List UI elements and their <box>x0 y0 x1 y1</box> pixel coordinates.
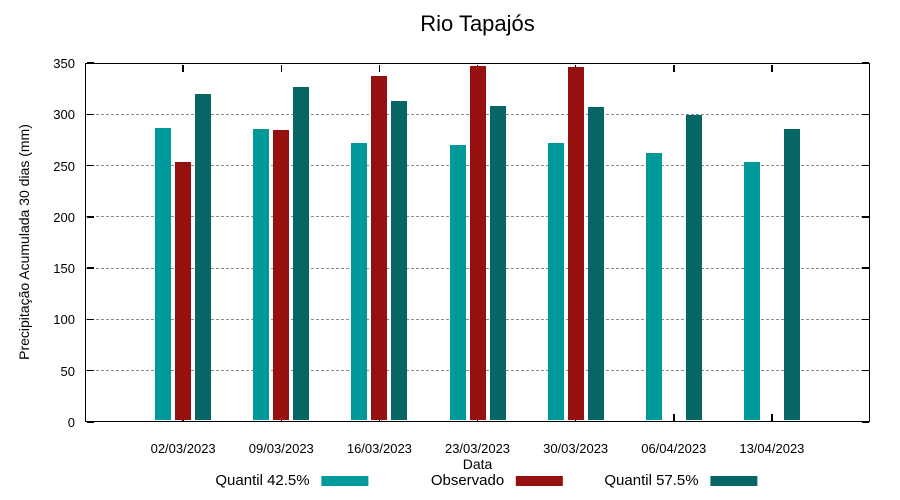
y-tick-mark-right <box>861 113 869 116</box>
bar-quantil-57-5- <box>783 128 800 421</box>
x-tick-mark-top <box>182 64 184 72</box>
bar-quantil-57-5- <box>587 107 604 421</box>
bar-quantil-42-5- <box>253 128 270 421</box>
y-tick-label: 250 <box>53 158 75 174</box>
x-tick-label: 30/03/2023 <box>543 441 609 456</box>
bar-observado <box>273 129 290 421</box>
bar-quantil-57-5- <box>685 115 702 421</box>
bar-observado <box>371 76 388 421</box>
bar-quantil-42-5- <box>743 162 760 421</box>
x-tick-mark-top <box>378 64 381 72</box>
chart-title: Rio Tapajós <box>420 11 535 36</box>
legend-item: Observado <box>430 472 564 489</box>
bar-quantil-57-5- <box>391 100 408 421</box>
bar-quantil-42-5- <box>155 127 172 421</box>
bar-observado <box>469 66 486 421</box>
legend-label: Quantil 57.5% <box>604 472 699 489</box>
y-tick-label: 50 <box>60 363 75 379</box>
x-tick-label: 09/03/2023 <box>248 441 314 456</box>
legend-item: Quantil 57.5% <box>604 472 758 489</box>
y-tick-label: 200 <box>53 209 75 225</box>
bar-quantil-42-5- <box>645 153 662 421</box>
y-tick-mark-right <box>861 421 869 423</box>
y-tick-mark-left <box>86 369 94 372</box>
y-tick-mark-left <box>86 421 94 423</box>
x-tick-mark-top <box>280 64 282 72</box>
x-tick-mark-top <box>771 64 773 72</box>
bar-quantil-42-5- <box>351 143 368 421</box>
x-axis-label: Data <box>462 456 493 472</box>
y-tick-mark-right <box>861 318 869 321</box>
bar-quantil-42-5- <box>449 145 466 421</box>
y-tick-label: 150 <box>53 261 75 277</box>
legend-swatch <box>710 475 758 486</box>
y-tick-label: 0 <box>67 415 75 430</box>
y-tick-mark-left <box>86 318 94 321</box>
y-tick-label: 350 <box>53 56 75 71</box>
bar-quantil-57-5- <box>489 106 506 421</box>
y-tick-mark-left <box>86 267 94 269</box>
legend-label: Observado <box>430 472 505 489</box>
y-tick-mark-right <box>861 164 869 167</box>
x-tick-label: 16/03/2023 <box>346 441 412 456</box>
x-tick-label: 02/03/2023 <box>150 441 216 456</box>
x-tick-mark-bottom <box>771 413 773 421</box>
y-tick-mark-right <box>861 369 869 372</box>
y-tick-label: 300 <box>53 107 75 123</box>
bar-quantil-57-5- <box>195 93 212 421</box>
legend: Quantil 42.5% Observado Quantil 57.5% <box>0 472 900 492</box>
y-tick-mark-left <box>86 164 94 167</box>
legend-item: Quantil 42.5% <box>215 472 369 489</box>
bar-quantil-57-5- <box>293 86 310 421</box>
y-tick-mark-left <box>86 113 94 116</box>
bar-quantil-42-5- <box>547 143 564 421</box>
bar-observado <box>175 162 192 421</box>
x-tick-label: 23/03/2023 <box>444 441 511 456</box>
x-tick-mark-top <box>673 64 675 72</box>
y-tick-mark-right <box>861 267 869 269</box>
y-tick-mark-left <box>86 216 94 218</box>
y-tick-label: 100 <box>53 312 75 328</box>
x-tick-label: 13/04/2023 <box>739 441 805 456</box>
y-tick-mark-right <box>861 216 869 218</box>
x-tick-mark-bottom <box>673 413 675 421</box>
legend-swatch <box>321 475 369 486</box>
legend-label: Quantil 42.5% <box>215 472 310 489</box>
bar-observado <box>567 67 584 421</box>
x-tick-label: 06/04/2023 <box>641 441 707 456</box>
legend-swatch <box>516 475 564 486</box>
plot-border <box>85 63 870 422</box>
